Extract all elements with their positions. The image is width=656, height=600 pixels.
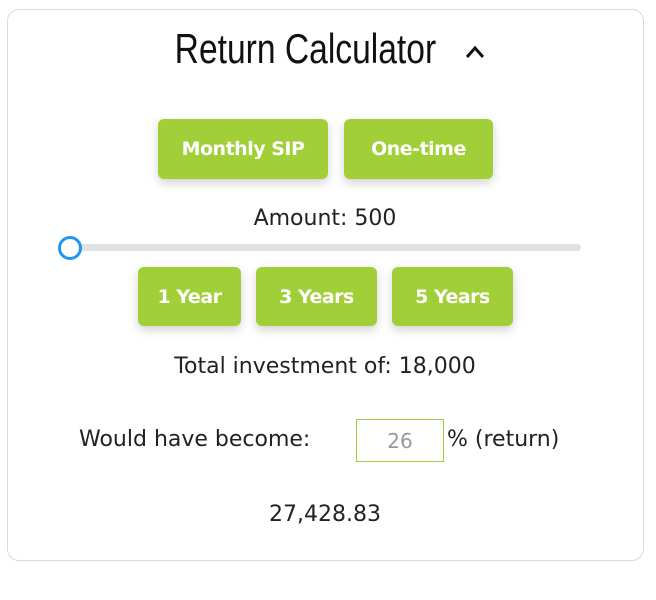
- total-investment-text: Total investment of: 18,000: [174, 354, 476, 379]
- calculator-title[interactable]: Return Calculator: [0, 24, 610, 74]
- would-have-become-label: Would have become:: [79, 427, 311, 452]
- amount-slider-thumb[interactable]: [58, 236, 82, 260]
- return-calculator-card: [7, 9, 644, 561]
- five-years-button[interactable]: 5 Years: [392, 267, 513, 326]
- amount-label: Amount: 500: [253, 206, 397, 231]
- monthly-sip-button[interactable]: Monthly SIP: [158, 119, 328, 179]
- title-text: Return Calculator: [174, 25, 436, 72]
- three-years-button[interactable]: 3 Years: [256, 267, 377, 326]
- result-value: 27,428.83: [269, 502, 381, 527]
- return-suffix-label: % (return): [447, 427, 560, 452]
- one-time-button[interactable]: One-time: [344, 119, 493, 179]
- chevron-up-icon[interactable]: [464, 42, 486, 62]
- amount-slider-track[interactable]: [70, 244, 581, 251]
- one-year-button[interactable]: 1 Year: [138, 267, 241, 326]
- return-rate-input[interactable]: [356, 419, 444, 462]
